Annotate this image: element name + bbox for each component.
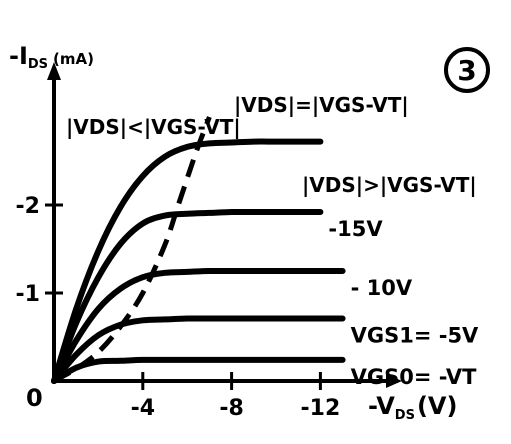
curve-label-3: VGS1= -5V xyxy=(351,324,479,348)
curve-label-4: VGS0= -VT xyxy=(351,365,478,389)
y-label-sub: DS xyxy=(28,57,48,72)
curve-label-1: -15V xyxy=(328,217,383,241)
x-tick-label: -8 xyxy=(219,396,243,421)
x-label-prefix: -V xyxy=(368,392,395,420)
saturation-boundary-curve xyxy=(52,116,212,384)
y-axis-label: -IDS (mA) xyxy=(9,42,94,72)
origin-label: 0 xyxy=(26,384,43,412)
id-curve-4 xyxy=(51,356,346,384)
curve-label-2: - 10V xyxy=(351,276,413,300)
boundary-label: |VDS|=|VGS-VT| xyxy=(234,93,409,117)
y-axis-arrow xyxy=(47,62,61,80)
x-axis-arrow xyxy=(386,374,402,388)
id-curve-2 xyxy=(51,267,346,384)
x-label-unit: (V) xyxy=(417,392,458,420)
y-tick-label: -1 xyxy=(16,282,40,307)
y-label-unit: (mA) xyxy=(53,50,94,68)
curve-labels: -15V - 10V VGS1= -5V VGS0= -VT xyxy=(328,217,479,389)
y-label-prefix: -I xyxy=(9,42,28,70)
id-curve-1 xyxy=(51,208,324,384)
id-curve-0 xyxy=(51,138,324,384)
id-curve-3 xyxy=(51,315,346,384)
axis-ticks: -4 -8 -12 -1 -2 xyxy=(16,194,341,421)
y-tick-label: -2 xyxy=(16,194,40,219)
curves xyxy=(51,138,346,384)
triode-region-label: |VDS|<|VGS-VT| xyxy=(66,115,241,139)
figure-number-circle xyxy=(444,47,490,93)
x-tick-label: -12 xyxy=(301,396,341,421)
x-tick-label: -4 xyxy=(131,396,155,421)
x-axis-label: -VDS(V) xyxy=(368,392,457,423)
figure-number: 3 xyxy=(457,54,476,87)
saturation-region-label: |VDS|>|VGS-VT| xyxy=(302,173,477,197)
x-label-sub: DS xyxy=(395,408,415,423)
